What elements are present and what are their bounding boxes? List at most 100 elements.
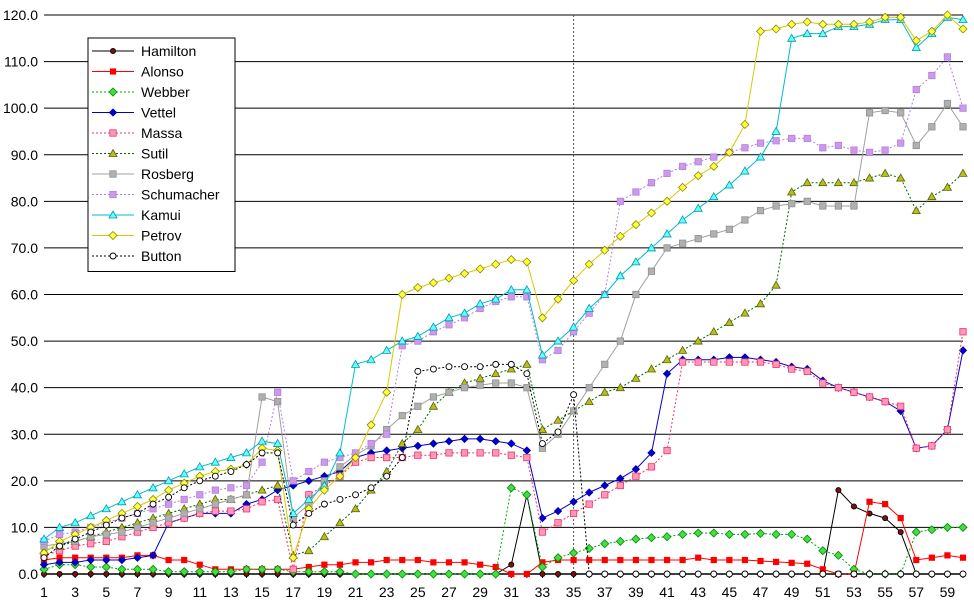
data-point bbox=[804, 560, 811, 567]
data-point bbox=[397, 569, 407, 579]
data-point bbox=[414, 367, 422, 375]
data-point bbox=[864, 173, 875, 182]
data-point bbox=[180, 509, 188, 518]
y-tick-label: 50.0 bbox=[11, 333, 38, 349]
data-point bbox=[834, 202, 842, 210]
data-point bbox=[584, 303, 594, 312]
data-point bbox=[694, 234, 702, 243]
data-point bbox=[523, 370, 531, 378]
data-point bbox=[522, 285, 532, 294]
data-point bbox=[414, 451, 422, 459]
y-tick-label: 70.0 bbox=[11, 240, 38, 256]
data-point bbox=[631, 534, 641, 544]
legend-marker bbox=[109, 170, 117, 178]
data-point bbox=[786, 33, 797, 42]
data-point bbox=[522, 257, 532, 267]
data-point bbox=[506, 483, 516, 493]
data-point bbox=[476, 449, 484, 457]
tick-labels: 0.0 10.0 20.0 30.0 40.0 50.0 60.0 70.0 80.0 90.0 1… bbox=[3, 7, 955, 600]
data-point bbox=[491, 259, 501, 269]
legend-entry: Schumacher bbox=[92, 187, 220, 203]
data-point bbox=[72, 571, 79, 578]
data-point bbox=[523, 570, 530, 578]
data-point bbox=[943, 99, 952, 108]
data-point bbox=[927, 26, 937, 36]
x-tick-label: 23 bbox=[379, 584, 395, 600]
legend-entry: Kamui bbox=[92, 207, 181, 223]
data-point bbox=[86, 510, 96, 520]
data-point bbox=[507, 360, 515, 368]
data-point bbox=[958, 522, 968, 532]
data-point bbox=[477, 561, 484, 568]
data-point bbox=[756, 358, 765, 366]
data-point bbox=[39, 534, 49, 543]
data-point bbox=[227, 468, 235, 475]
data-point bbox=[694, 358, 702, 366]
data-point bbox=[818, 546, 828, 556]
data-point bbox=[882, 515, 889, 522]
data-point bbox=[819, 570, 827, 578]
x-tick-label: 59 bbox=[940, 584, 956, 600]
data-point bbox=[786, 187, 797, 196]
data-point bbox=[584, 259, 594, 269]
data-point bbox=[959, 554, 967, 561]
data-point bbox=[678, 529, 688, 539]
y-tick-label: 80.0 bbox=[11, 193, 38, 209]
data-point bbox=[928, 570, 936, 578]
x-tick-label: 43 bbox=[690, 584, 706, 600]
data-point bbox=[507, 439, 516, 448]
data-point bbox=[336, 561, 344, 568]
data-point bbox=[600, 289, 610, 298]
data-point bbox=[522, 490, 532, 500]
data-point bbox=[724, 147, 734, 157]
data-point bbox=[802, 28, 812, 38]
legend-label: Vettel bbox=[141, 105, 176, 121]
data-point bbox=[771, 24, 781, 34]
data-point bbox=[897, 139, 905, 147]
data-point bbox=[335, 448, 345, 457]
data-point bbox=[709, 191, 719, 201]
data-point bbox=[444, 312, 454, 322]
legend-marker bbox=[109, 68, 117, 75]
data-point bbox=[274, 495, 282, 504]
data-point bbox=[475, 373, 485, 382]
data-point bbox=[87, 528, 95, 536]
data-point bbox=[850, 503, 857, 510]
data-point bbox=[958, 14, 968, 24]
data-point bbox=[289, 477, 297, 485]
data-point bbox=[911, 527, 921, 537]
data-point bbox=[102, 537, 110, 545]
data-point bbox=[585, 488, 594, 497]
data-point bbox=[802, 17, 812, 27]
data-point bbox=[724, 180, 735, 189]
x-tick-label: 5 bbox=[102, 584, 110, 600]
data-point bbox=[538, 528, 547, 536]
data-point bbox=[615, 271, 626, 280]
legend-entry: Hamilton bbox=[92, 43, 196, 59]
data-point bbox=[335, 567, 345, 577]
data-point bbox=[741, 358, 749, 366]
data-point bbox=[663, 244, 671, 252]
data-point bbox=[382, 387, 392, 397]
data-point bbox=[133, 523, 142, 532]
data-point bbox=[242, 491, 251, 499]
data-point bbox=[350, 569, 361, 579]
data-point bbox=[196, 561, 203, 568]
data-point bbox=[335, 471, 345, 481]
data-point bbox=[569, 497, 578, 506]
data-point bbox=[399, 556, 406, 564]
data-point bbox=[86, 562, 96, 572]
data-point bbox=[492, 449, 500, 457]
data-point bbox=[241, 448, 252, 457]
x-tick-label: 29 bbox=[472, 584, 488, 600]
y-tick-label: 30.0 bbox=[11, 426, 38, 442]
data-point bbox=[600, 387, 610, 396]
data-point bbox=[243, 461, 250, 468]
data-point bbox=[506, 254, 516, 265]
y-tick-label: 120.0 bbox=[3, 7, 38, 23]
data-point bbox=[211, 486, 219, 494]
data-point bbox=[756, 139, 765, 147]
data-point bbox=[928, 554, 935, 561]
data-point bbox=[413, 569, 423, 579]
data-point bbox=[833, 550, 843, 560]
